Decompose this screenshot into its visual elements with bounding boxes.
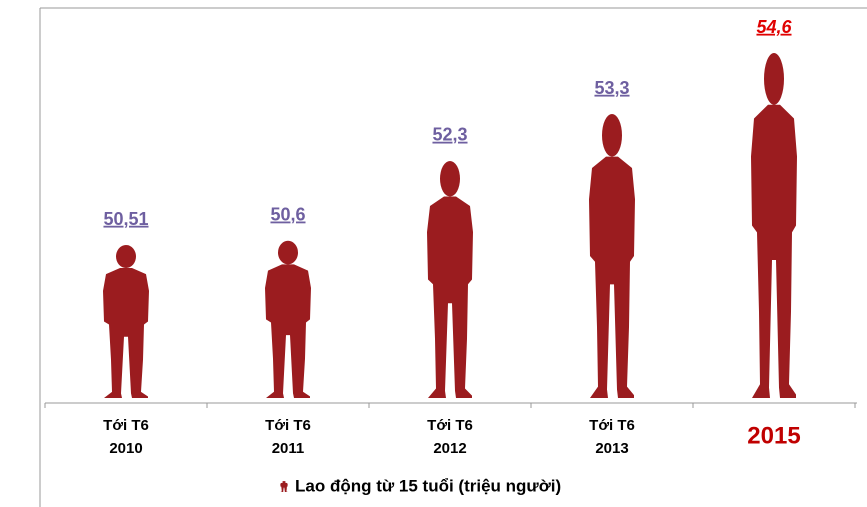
legend-label: Lao động từ 15 tuổi (triệu người) <box>295 476 561 495</box>
person-figure <box>751 53 797 398</box>
x-tick-label: 2011 <box>272 440 305 457</box>
x-tick-label: Tới T6 <box>589 417 635 434</box>
x-tick-label: Tới T6 <box>427 417 473 434</box>
person-figure <box>265 241 311 398</box>
value-label: 50,6 <box>270 205 305 225</box>
legend-icon <box>280 481 287 492</box>
chart: Tới T6 2010 50,51 Tới T6 2011 50,6 Tới T6 2012 5… <box>0 0 867 507</box>
person-figure <box>103 245 149 398</box>
x-tick-label: 2013 <box>595 440 628 457</box>
person-figure <box>427 161 473 398</box>
person-figure <box>589 114 635 398</box>
value-label: 52,3 <box>432 125 467 145</box>
value-label: 53,3 <box>594 78 629 98</box>
value-label: 50,51 <box>103 209 148 229</box>
x-tick-label: Tới T6 <box>103 417 149 434</box>
x-tick-label: 2015 <box>747 422 800 449</box>
page: Tới T6 2010 50,51 Tới T6 2011 50,6 Tới T6 2012 5… <box>0 0 867 507</box>
value-label: 54,6 <box>756 17 792 37</box>
x-tick-label: 2012 <box>433 440 466 457</box>
x-tick-label: Tới T6 <box>265 417 311 434</box>
x-tick-label: 2010 <box>109 440 142 457</box>
